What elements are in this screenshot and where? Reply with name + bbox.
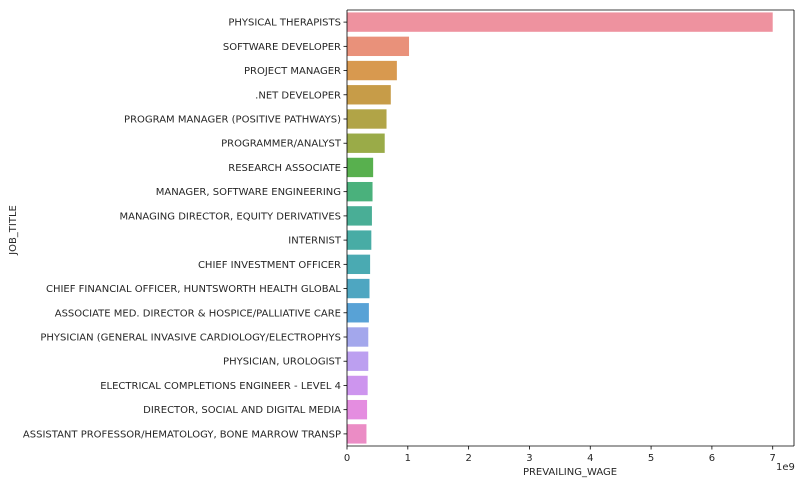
x-tick-label: 0 [344, 453, 350, 464]
bar [347, 230, 372, 250]
bar [347, 12, 773, 32]
bar [347, 133, 385, 153]
bar [347, 303, 369, 323]
bar [347, 36, 410, 57]
bar [347, 424, 367, 444]
bar [347, 60, 397, 81]
x-tick-label: 4 [587, 453, 593, 464]
x-tick-label: 7 [770, 453, 776, 464]
x-tick-label: 3 [526, 453, 532, 464]
x-axis-label: PREVAILING_WAGE [523, 467, 617, 478]
y-tick-label: .NET DEVELOPER [255, 90, 341, 101]
bars-group [347, 12, 773, 444]
x-axis-exponent: 1e9 [776, 462, 795, 473]
y-tick-label: RESEARCH ASSOCIATE [228, 163, 341, 174]
bar [347, 278, 370, 299]
bar [347, 85, 391, 105]
y-tick-label: CHIEF FINANCIAL OFFICER, HUNTSWORTH HEAL… [46, 284, 341, 295]
bar [347, 181, 373, 202]
bar [347, 375, 368, 396]
bar [347, 109, 387, 129]
y-tick-labels: PHYSICAL THERAPISTS SOFTWARE DEVELOPER PRO… [23, 18, 347, 440]
y-tick-label: PHYSICIAN (GENERAL INVASIVE CARDIOLOGY/E… [40, 333, 341, 344]
y-tick-label: MANAGER, SOFTWARE ENGINEERING [156, 187, 341, 198]
x-tick-label: 2 [465, 453, 471, 464]
x-tick-label: 5 [648, 453, 654, 464]
x-tick-label: 6 [709, 453, 715, 464]
y-tick-label: DIRECTOR, SOCIAL AND DIGITAL MEDIA [143, 405, 341, 416]
x-ticks: 0 1 2 3 4 5 6 7 [344, 446, 776, 464]
bar [347, 351, 369, 371]
y-tick-label: ELECTRICAL COMPLETIONS ENGINEER - LEVEL … [100, 381, 341, 392]
y-tick-label: PHYSICIAN, UROLOGIST [223, 357, 342, 368]
bar [347, 399, 368, 420]
y-tick-label: PROGRAM MANAGER (POSITIVE PATHWAYS) [124, 115, 341, 126]
y-tick-label: PHYSICAL THERAPISTS [228, 18, 341, 29]
y-tick-label: PROJECT MANAGER [244, 66, 341, 77]
y-tick-label: MANAGING DIRECTOR, EQUITY DERIVATIVES [119, 211, 341, 222]
y-tick-label: INTERNIST [288, 236, 342, 247]
bar [347, 157, 374, 178]
y-axis-label: JOB_TITLE [8, 205, 19, 256]
y-tick-label: PROGRAMMER/ANALYST [221, 139, 342, 150]
y-tick-label: ASSISTANT PROFESSOR/HEMATOLOGY, BONE MAR… [23, 429, 341, 440]
bar [347, 327, 369, 347]
y-tick-label: SOFTWARE DEVELOPER [223, 42, 341, 53]
y-tick-label: ASSOCIATE MED. DIRECTOR & HOSPICE/PALLIA… [55, 308, 341, 319]
bar [347, 254, 371, 275]
y-tick-label: CHIEF INVESTMENT OFFICER [198, 260, 341, 271]
x-tick-label: 1 [405, 453, 411, 464]
bar [347, 206, 372, 226]
axes-spines [346, 9, 795, 447]
